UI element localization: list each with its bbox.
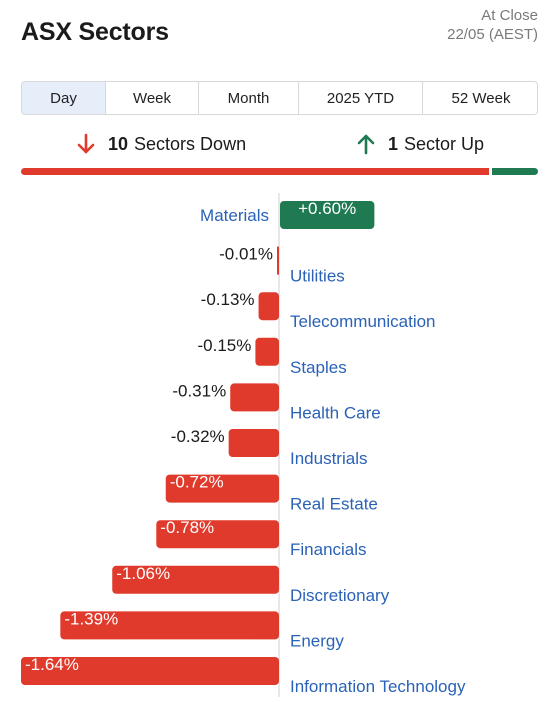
ratio-up-segment <box>492 168 538 175</box>
sector-category-label[interactable]: Discretionary <box>290 586 390 605</box>
sectors-down-label: Sectors Down <box>134 133 247 154</box>
sector-category-label[interactable]: Health Care <box>290 403 381 422</box>
sector-value-label: -1.64% <box>25 655 79 674</box>
sector-value-label: -0.78% <box>160 518 214 537</box>
page-title: ASX Sectors <box>21 18 169 46</box>
sector-bar <box>165 474 279 503</box>
sector-row[interactable]: -1.39% Energy <box>60 609 344 650</box>
sector-value-label: -0.32% <box>171 427 225 446</box>
sector-value-label: -0.72% <box>170 473 224 492</box>
tab-52-week[interactable]: 52 Week <box>451 89 511 107</box>
sectors-up-count: 1 <box>388 133 399 154</box>
up-down-ratio-bar <box>21 168 538 175</box>
sectors-down-summary: 10 Sectors Down <box>76 133 246 155</box>
sector-row[interactable]: +0.60% Materials <box>200 199 375 229</box>
sector-performance-chart: +0.60% Materials -0.01% Utilities -0.13% Tele… <box>21 193 466 697</box>
sector-bar <box>255 337 279 366</box>
sector-row[interactable]: -0.78% Financials <box>156 518 367 559</box>
market-status-line: At Close <box>481 7 538 24</box>
market-date: 22/05 (AEST) <box>447 26 538 43</box>
sector-bar <box>228 429 279 457</box>
sector-category-label[interactable]: Energy <box>290 631 344 650</box>
sector-value-label: -0.13% <box>201 290 255 309</box>
sectors-down-count: 10 <box>108 133 129 154</box>
sector-bar <box>277 246 279 275</box>
sector-category-label[interactable]: Staples <box>290 358 347 377</box>
arrow-down-icon <box>77 133 95 154</box>
arrow-up-icon <box>357 134 375 155</box>
sector-category-label[interactable]: Industrials <box>290 449 367 468</box>
sector-category-label[interactable]: Information Technology <box>290 677 466 696</box>
sector-row[interactable]: -1.64% Information Technology <box>21 655 466 696</box>
period-tabs: Day Week Month 2025 YTD 52 Week <box>21 81 538 115</box>
sector-bar <box>156 520 279 549</box>
sector-value-label: -1.39% <box>64 609 118 628</box>
sector-bar <box>60 611 279 640</box>
sector-row[interactable]: -0.15% Staples <box>198 336 347 377</box>
sector-value-label: -0.01% <box>219 245 273 264</box>
sector-row[interactable]: -0.13% Telecommunication <box>201 290 436 331</box>
sector-category-label[interactable]: Real Estate <box>290 495 378 514</box>
sector-row[interactable]: -1.06% Discretionary <box>112 564 390 605</box>
market-status: At Close 22/05 (AEST) <box>447 6 538 44</box>
sector-value-label: -0.15% <box>198 336 252 355</box>
sector-row[interactable]: -0.32% Industrials <box>171 427 368 468</box>
tab-month[interactable]: Month <box>199 82 299 114</box>
sectors-up-summary: 1 Sector Up <box>356 133 484 155</box>
sector-bar <box>112 565 280 594</box>
tab-2025-ytd[interactable]: 2025 YTD <box>299 82 423 114</box>
sector-row[interactable]: -0.72% Real Estate <box>165 473 378 514</box>
tab-day[interactable]: Day <box>22 82 106 114</box>
sector-value-label: -1.06% <box>116 564 170 583</box>
sector-row[interactable]: -0.31% Health Care <box>172 381 380 422</box>
sector-bar <box>280 201 375 229</box>
ratio-down-segment <box>21 168 489 175</box>
sector-value-label: -0.31% <box>172 381 226 400</box>
sectors-up-label: Sector Up <box>404 133 485 154</box>
sector-bar <box>230 383 279 412</box>
sector-category-label[interactable]: Utilities <box>290 267 345 286</box>
sector-bar <box>258 292 279 321</box>
sector-category-label[interactable]: Financials <box>290 540 367 559</box>
sector-category-label[interactable]: Telecommunication <box>290 312 436 331</box>
sector-category-label[interactable]: Materials <box>200 206 269 225</box>
sector-value-label: +0.60% <box>298 199 356 218</box>
tab-week[interactable]: Week <box>106 82 199 114</box>
sector-bar <box>21 657 279 685</box>
sector-row[interactable]: -0.01% Utilities <box>219 245 345 286</box>
